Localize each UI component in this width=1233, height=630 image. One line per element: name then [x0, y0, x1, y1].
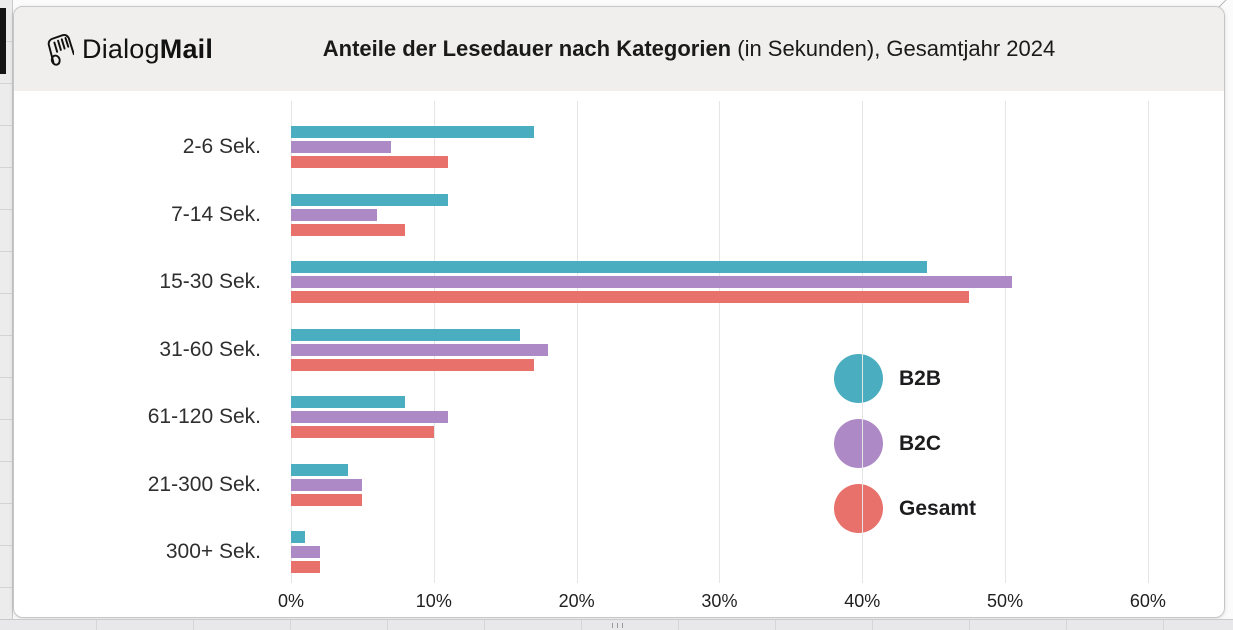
gridline-60%: [1147, 101, 1149, 583]
bar-gesamt: [291, 156, 449, 168]
chart-card[interactable]: DialogMail Anteile der Lesedauer nach Ka…: [13, 6, 1225, 618]
gridline-50%: [1005, 101, 1007, 583]
chart-legend: B2B B2C Gesamt: [834, 354, 976, 533]
spreadsheet-left-edge: [0, 0, 13, 630]
chart-title-bold: Anteile der Lesedauer nach Kategorien: [322, 36, 732, 61]
legend-item-b2c: B2C: [834, 419, 976, 468]
gridline-20%: [576, 101, 578, 583]
bar-b2b: [291, 126, 534, 138]
legend-item-gesamt: Gesamt: [834, 484, 976, 533]
gridline-40%: [862, 101, 864, 583]
x-axis-tick-label: 10%: [415, 591, 452, 611]
bar-gesamt: [291, 426, 434, 438]
legend-label: B2B: [899, 366, 942, 390]
bar-b2b: [291, 261, 927, 273]
x-axis-tick-label: 0%: [277, 591, 305, 611]
bar-b2c: [291, 343, 549, 356]
bar-b2b: [291, 328, 520, 341]
chart-title: Anteile der Lesedauer nach Kategorien (i…: [164, 36, 1214, 62]
bar-b2c: [291, 276, 1013, 288]
bar-b2b: [291, 531, 306, 543]
plot-area: B2B B2C Gesamt 0% 10% 20% 30% 40% 50% 60% 2-6 Sek…: [148, 101, 1224, 611]
spreadsheet-selection-bar: [0, 8, 6, 74]
category-label: 15-30 Sek.: [159, 270, 261, 293]
bar-b2c: [291, 141, 391, 153]
gridline-10%: [433, 101, 435, 583]
x-axis-tick-label: 60%: [1129, 591, 1166, 611]
legend-color-dot: [834, 419, 883, 468]
bar-gesamt: [291, 493, 363, 506]
legend-label: B2C: [899, 431, 942, 455]
bar-b2b: [291, 396, 406, 408]
category-label: 31-60 Sek.: [159, 337, 261, 361]
legend-label: Gesamt: [899, 496, 977, 520]
bar-b2c: [291, 478, 363, 491]
category-row: 300+ Sek.: [166, 531, 1224, 573]
bar-b2c: [291, 208, 377, 221]
horizontal-scrollbar-track[interactable]: [0, 619, 1233, 630]
category-label: 2-6 Sek.: [182, 135, 261, 158]
x-axis-tick-label: 40%: [844, 591, 881, 611]
dialogmail-logo: DialogMail: [44, 31, 213, 68]
bar-b2b: [291, 193, 449, 206]
legend-color-dot: [834, 354, 883, 403]
category-row: 21-300 Sek.: [148, 463, 1224, 506]
bar-b2c: [291, 546, 320, 558]
category-row: 7-14 Sek.: [171, 193, 1224, 236]
legend-color-dot: [834, 484, 883, 533]
category-label: 61-120 Sek.: [147, 405, 261, 428]
x-axis-tick-label: 30%: [701, 591, 738, 611]
x-axis-tick-label: 20%: [558, 591, 595, 611]
bar-gesamt: [291, 223, 406, 236]
category-row: 31-60 Sek.: [159, 328, 1224, 371]
rolled-newspaper-icon: [47, 33, 74, 66]
bar-b2b: [291, 463, 349, 476]
x-axis-tick-label: 50%: [987, 591, 1024, 611]
legend-item-b2b: B2B: [834, 354, 976, 403]
gridline-0%: [291, 101, 292, 583]
logo-text-bold: Mail: [159, 33, 214, 64]
category-row: 2-6 Sek.: [183, 126, 1224, 168]
bar-gesamt: [291, 291, 970, 303]
logo-text: DialogMail: [82, 34, 213, 65]
chart-header: DialogMail Anteile der Lesedauer nach Ka…: [14, 7, 1224, 91]
scrollbar-handle[interactable]: [612, 623, 623, 628]
category-label: 7-14 Sek.: [171, 202, 261, 226]
logo-text-regular: Dialog: [82, 33, 160, 64]
bar-b2c: [291, 411, 449, 423]
bar-gesamt: [291, 561, 320, 573]
category-row: 15-30 Sek.: [159, 261, 1224, 303]
category-label: 21-300 Sek.: [147, 472, 261, 496]
category-label: 300+ Sek.: [165, 540, 261, 563]
chart-title-regular: (in Sekunden), Gesamtjahr 2024: [731, 36, 1056, 61]
bar-gesamt: [291, 358, 534, 371]
category-row: 61-120 Sek.: [148, 396, 1224, 438]
gridline-30%: [719, 101, 721, 583]
